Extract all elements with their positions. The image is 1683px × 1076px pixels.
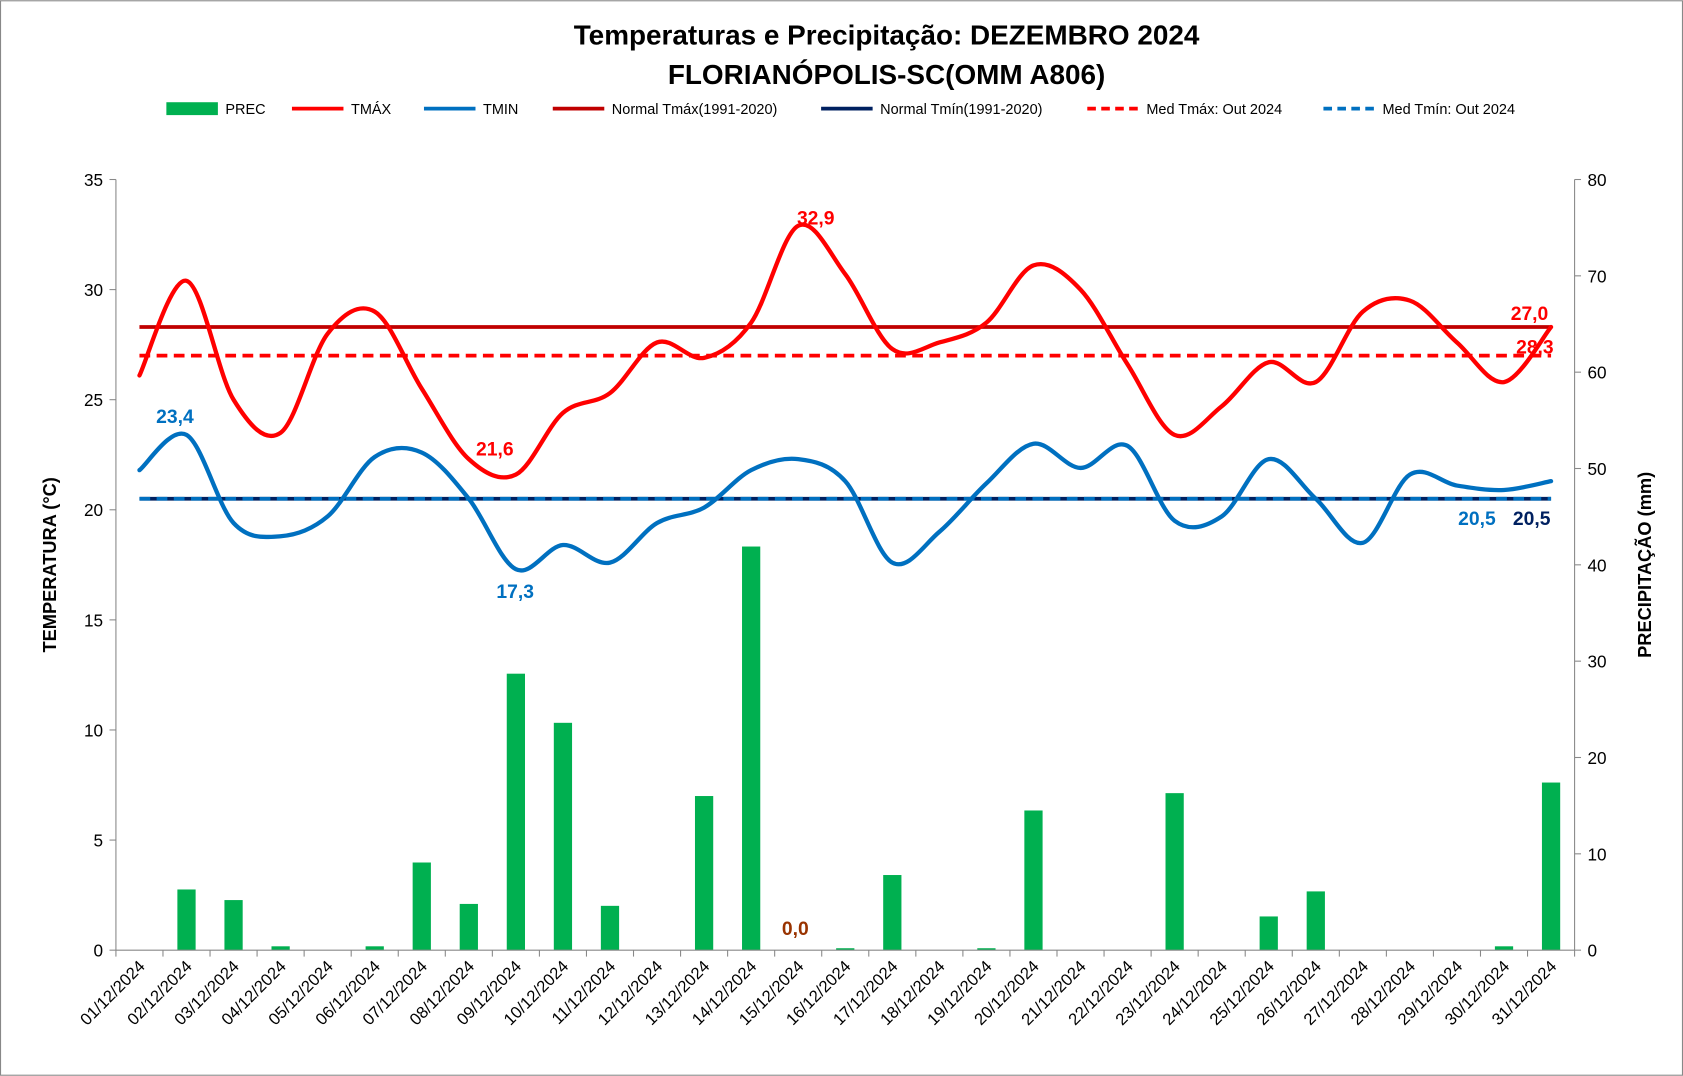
data-label: 0,0 <box>782 919 809 940</box>
y-tick-label: 15 <box>84 610 103 630</box>
data-label: 23,4 <box>156 407 194 428</box>
legend-label: Med Tmáx: Out 2024 <box>1146 102 1282 118</box>
data-label: 20,5 <box>1458 509 1496 530</box>
prec-bar <box>977 948 996 951</box>
y2-tick-label: 20 <box>1587 748 1606 768</box>
prec-bar <box>1541 782 1561 951</box>
y2-tick-label: 50 <box>1587 459 1606 479</box>
prec-bar <box>1306 891 1325 951</box>
prec-bar <box>694 796 714 951</box>
prec-bar <box>1259 916 1278 951</box>
y-tick-label: 10 <box>84 720 103 740</box>
legend-label: TMÁX <box>351 101 392 118</box>
prec-bar <box>271 946 290 951</box>
data-label: 28,3 <box>1516 337 1554 358</box>
legend-label: Normal Tmín(1991-2020) <box>880 102 1042 118</box>
y-tick-label: 30 <box>84 280 103 300</box>
y2-tick-label: 60 <box>1587 363 1606 383</box>
prec-bar <box>224 900 243 951</box>
prec-bar <box>412 862 431 951</box>
y2-axis-title: PRECIPITAÇÃO (mm) <box>1634 472 1655 658</box>
legend-label: TMIN <box>483 102 518 118</box>
data-label: 17,3 <box>496 582 534 603</box>
prec-bar <box>600 905 620 951</box>
prec-bar <box>742 546 761 951</box>
y-tick-label: 5 <box>93 831 103 851</box>
prec-bar <box>883 875 902 951</box>
data-label: 27,0 <box>1511 304 1549 325</box>
prec-bar <box>1165 793 1184 951</box>
y2-tick-label: 30 <box>1587 652 1606 672</box>
prec-bar <box>506 673 526 951</box>
prec-bar <box>177 889 196 951</box>
legend-label: Normal Tmáx(1991-2020) <box>612 102 778 118</box>
tmax-line <box>137 222 1554 480</box>
prec-bar <box>365 946 384 951</box>
y-tick-label: 25 <box>84 390 103 410</box>
legend: PREC TMÁX TMIN Normal Tmáx(1991-2020) Normal… <box>166 101 1515 118</box>
y2-tick-label: 70 <box>1587 266 1606 286</box>
legend-swatch <box>166 102 218 116</box>
data-label: 32,9 <box>797 209 835 230</box>
prec-bar <box>836 948 855 951</box>
y2-tick-label: 0 <box>1587 941 1597 961</box>
y-axis-title: TEMPERATURA (°C) <box>39 477 60 652</box>
y-tick-label: 0 <box>93 941 103 961</box>
legend-label: PREC <box>225 102 265 118</box>
y2-tick-label: 40 <box>1587 555 1606 575</box>
chart-title: Temperaturas e Precipitação: DEZEMBRO 20… <box>574 19 1200 50</box>
prec-bar <box>1494 946 1514 951</box>
chart-subtitle: FLORIANÓPOLIS-SC(OMM A806) <box>668 59 1105 90</box>
data-label: 20,5 <box>1513 509 1551 530</box>
prec-bar <box>553 722 573 951</box>
legend-label: Med Tmín: Out 2024 <box>1382 102 1515 118</box>
y2-tick-label: 80 <box>1587 170 1606 190</box>
prec-bar <box>1024 810 1043 951</box>
y-tick-label: 20 <box>84 500 103 520</box>
data-label: 21,6 <box>476 439 514 460</box>
y-tick-label: 35 <box>84 170 103 190</box>
prec-bar <box>459 903 478 951</box>
y2-tick-label: 10 <box>1587 844 1606 864</box>
tmin-line <box>137 431 1554 573</box>
